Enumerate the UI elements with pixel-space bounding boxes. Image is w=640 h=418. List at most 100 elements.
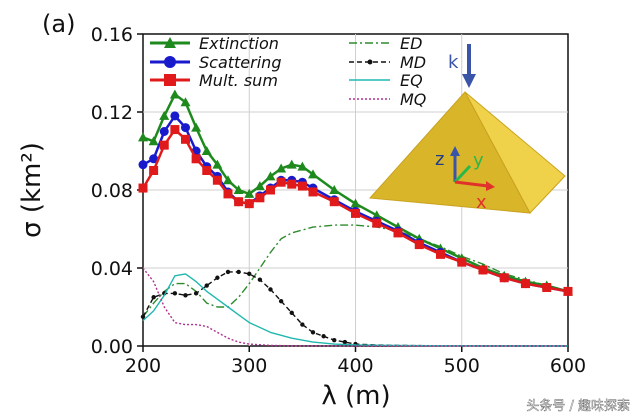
series-mq <box>142 267 568 347</box>
series-group <box>138 89 573 347</box>
data-point <box>289 310 294 316</box>
y-tick-label: 0.04 <box>91 258 133 280</box>
legend-label-mq: MQ <box>400 90 426 109</box>
data-point <box>225 269 231 275</box>
x-tick-label: 500 <box>444 355 480 377</box>
data-point <box>350 198 361 208</box>
data-point <box>414 240 424 250</box>
data-point <box>372 218 382 228</box>
data-point <box>300 322 305 327</box>
data-point <box>255 193 265 203</box>
x-tick-label: 200 <box>125 355 161 377</box>
legend-label-mult-sum: Mult. sum <box>199 71 278 90</box>
data-point <box>268 287 273 292</box>
data-point <box>278 298 284 304</box>
data-point <box>148 136 159 146</box>
pyramid-right-face <box>464 91 566 214</box>
data-point <box>247 271 252 277</box>
data-point <box>234 197 244 207</box>
x-axis-title: λ (m) <box>321 381 390 411</box>
legend-marker-scattering <box>164 56 176 68</box>
data-point <box>138 132 148 142</box>
data-point <box>223 175 233 185</box>
data-point <box>181 123 190 133</box>
y-axis-ticks: 0.00 0.04 0.08 0.12 0.16 <box>91 24 143 358</box>
data-point <box>308 187 318 197</box>
data-point <box>297 181 307 191</box>
legend-label-ed: ED <box>400 34 422 53</box>
data-point <box>457 257 467 267</box>
data-point <box>223 189 233 199</box>
legend-label-extinction: Extinction <box>199 34 279 53</box>
data-point <box>276 177 286 187</box>
y-axis-title: σ (km²) <box>17 142 47 238</box>
y-tick-label: 0.08 <box>91 180 133 202</box>
y-tick-label: 0.00 <box>91 336 133 358</box>
x-tick-label: 600 <box>550 355 586 377</box>
data-point <box>181 134 190 144</box>
x-tick-label: 400 <box>337 355 373 377</box>
k-arrow-head-icon <box>462 74 476 88</box>
x-label: x <box>476 192 487 213</box>
data-point <box>138 160 148 170</box>
legend-left: Extinction Scattering Mult. sum <box>150 34 281 90</box>
z-arrow-head-icon <box>450 146 460 156</box>
watermark-text: 头条号 / 趣味探索 <box>526 398 630 414</box>
data-point <box>140 314 146 319</box>
y-tick-label: 0.16 <box>91 24 133 46</box>
data-point <box>310 330 316 335</box>
data-point <box>244 188 255 198</box>
data-point <box>308 169 318 179</box>
x-axis-ticks: 200 300 400 500 600 <box>125 346 586 377</box>
legend-label-md: MD <box>400 53 426 72</box>
data-point <box>351 208 360 218</box>
data-point <box>183 293 188 298</box>
data-point <box>254 181 265 191</box>
data-point <box>297 161 308 171</box>
data-point <box>169 89 180 99</box>
data-point <box>233 185 244 194</box>
pyramid-inset: k z y x <box>368 44 566 214</box>
data-point <box>172 291 178 296</box>
legend-marker-extinction <box>164 37 176 48</box>
x-tick-label: 300 <box>231 355 267 377</box>
data-point <box>276 163 287 173</box>
legend-marker-md <box>367 59 373 65</box>
z-label: z <box>435 149 444 170</box>
k-label: k <box>448 52 459 73</box>
data-point <box>170 111 180 121</box>
data-point <box>170 125 180 135</box>
data-point <box>499 273 509 283</box>
data-point <box>159 140 169 150</box>
data-point <box>393 228 403 238</box>
x-arrow-head-icon <box>486 181 495 191</box>
legend-label-scattering: Scattering <box>199 53 281 72</box>
data-point <box>202 166 212 175</box>
legend-right: ED MD EQ MQ <box>349 34 426 109</box>
data-point <box>265 171 276 181</box>
data-point <box>287 179 297 189</box>
data-point <box>191 122 202 132</box>
y-tick-label: 0.12 <box>91 102 133 124</box>
data-point <box>236 269 241 275</box>
data-point <box>329 197 339 207</box>
series-line-md <box>142 271 568 347</box>
panel-label: (a) <box>42 10 75 38</box>
data-point <box>191 154 201 164</box>
data-point <box>436 249 445 259</box>
legend-marker-mult-sum <box>164 74 176 86</box>
legend-label-eq: EQ <box>400 71 423 90</box>
data-point <box>371 210 382 220</box>
data-point <box>180 97 191 107</box>
data-point <box>215 275 220 280</box>
data-point <box>321 334 326 339</box>
data-point <box>204 283 209 288</box>
data-point <box>286 159 297 169</box>
data-point <box>159 110 170 120</box>
data-point <box>563 286 573 296</box>
data-point <box>193 291 199 296</box>
data-point <box>329 185 340 194</box>
x-axis-line <box>454 180 489 188</box>
data-point <box>478 265 488 275</box>
